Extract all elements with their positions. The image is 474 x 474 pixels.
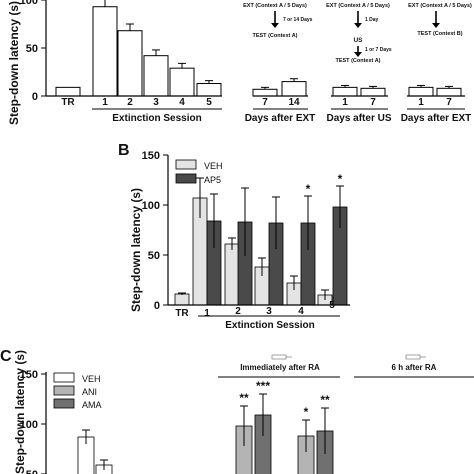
panel-b-veh-bar: [224, 243, 240, 306]
panel-b-letter: B: [118, 142, 130, 159]
panel-b-veh-bar: [174, 293, 190, 306]
panel-a-bar: [436, 87, 462, 97]
panel-b-significance-mark: *: [306, 182, 311, 196]
panel-a-group-label: Days after US: [326, 113, 391, 124]
panel-a-group-label: Days after EXT: [245, 113, 316, 124]
panel-a-category-label: 1: [102, 97, 108, 108]
panel-b-legend-label: VEH: [204, 161, 223, 171]
panel-c-y-axis-label: Step-down latency (s): [13, 350, 27, 474]
panel-a-category-label: 7: [370, 97, 376, 108]
panel-b-legend-swatch: [175, 159, 197, 170]
panel-a-y-tick-label: 50: [26, 43, 38, 55]
panel-c-y-tick-label: 100: [20, 419, 38, 431]
panel-b-y-tick-label: 0: [154, 300, 160, 312]
panel-c-significance-mark: **: [320, 393, 330, 407]
panel-a-protocol-us: US: [353, 37, 363, 44]
panel-c-legend-label: AMA: [82, 400, 102, 410]
panel-a-bar: [360, 87, 386, 97]
panel-c-legend-label: VEH: [82, 374, 101, 384]
panel-a-bar: [281, 81, 307, 97]
panel-a-bar: [143, 55, 169, 97]
panel-a-category-label: 4: [179, 97, 185, 108]
panel-a-category-label: 14: [288, 97, 300, 108]
panel-a-group-label: Days after EXT: [401, 113, 472, 124]
panel-a-protocol-arrow-b1-head: [354, 23, 362, 28]
panel-a-category-label: 5: [206, 97, 212, 108]
panel-c-y-tick-label: 50: [26, 469, 38, 474]
panel-b-y-tick-label: 150: [142, 150, 160, 162]
panel-c-legend-swatch: [53, 385, 75, 396]
panel-a-protocol-gap-b2: 1 or 7 Days: [365, 47, 392, 53]
panel-a-bar: [408, 86, 434, 97]
panel-b-legend-swatch: [175, 173, 197, 184]
panel-a-category-label: 3: [153, 97, 159, 108]
panel-a-protocol-ext-a: EXT (Context A / 5 Days): [243, 3, 307, 9]
panel-a-protocol-arrow-b2-head: [354, 52, 362, 57]
panel-b-significance-mark: *: [338, 172, 343, 186]
panel-c-y-tick-label: 150: [20, 369, 38, 381]
panel-a-bar: [332, 86, 358, 97]
panel-a-protocol-gap-b1: 1 Day: [365, 17, 379, 23]
panel-a-protocol-test-b: TEST (Context A): [335, 58, 380, 64]
panel-a-category-label: TR: [61, 97, 75, 108]
panel-c-legend-swatch: [53, 398, 75, 409]
panel-a-bar: [196, 83, 222, 97]
panel-c-letter: C: [0, 348, 12, 365]
panel-a-y-axis-label: Step-down latency (s): [7, 1, 21, 125]
panel-b-category-label: 4: [298, 306, 304, 317]
panel-b-y-axis-label: Step-down latency (s): [129, 188, 143, 312]
panel-a-category-label: 7: [446, 97, 452, 108]
panel-a-group-label: Extinction Session: [112, 113, 201, 124]
panel-c-group-title: Immediately after RA: [240, 363, 320, 372]
panel-c-group-title: 6 h after RA: [392, 363, 437, 372]
panel-b-category-label: 1: [204, 308, 210, 319]
panel-b-category-label: TR: [175, 308, 189, 319]
panel-c-significance-mark: *: [304, 405, 309, 419]
syringe-icon: [271, 354, 287, 360]
panel-a-category-label: 2: [127, 97, 133, 108]
panel-a-category-label: 7: [262, 97, 268, 108]
panel-a-bar: [252, 88, 278, 97]
panel-c-significance-mark: ***: [256, 379, 270, 393]
panel-a-protocol-gap-a: 7 or 14 Days: [283, 17, 313, 23]
panel-a-category-label: 1: [342, 97, 348, 108]
panel-a-protocol-arrow-a-head: [271, 23, 279, 28]
panel-b-y-tick-label: 100: [142, 200, 160, 212]
panel-b: B Step-down latency (s) 0 50 100 150 * * TR 1…: [118, 142, 350, 331]
panel-b-category-label: 2: [235, 306, 241, 317]
panel-a: Step-down latency (s) 0 50 100 TR 1 2 3 4 5 7 14 1…: [7, 0, 472, 125]
panel-a-protocol-ext-c: EXT (Context A / 5 Days): [408, 3, 472, 9]
panel-a-category-label: 1: [418, 97, 424, 108]
panel-a-protocol-test-a: TEST (Context A): [252, 33, 297, 39]
panel-b-legend-label: AP5: [204, 175, 221, 185]
panel-a-protocol-test-c: TEST (Context B): [417, 31, 462, 37]
panel-b-x-axis-label: Extinction Session: [225, 320, 314, 331]
panel-c-significance-mark: **: [239, 391, 249, 405]
panel-a-protocol-arrow-c-head: [432, 23, 440, 28]
panel-a-protocol-ext-b: EXT (Context A / 5 Days): [326, 3, 390, 9]
panel-c-legend-label: ANI: [82, 387, 97, 397]
panel-b-category-label: 3: [266, 306, 272, 317]
panel-a-bar: [92, 6, 118, 97]
panel-a-y-tick-label: 0: [32, 91, 38, 103]
panel-c-legend-swatch: [53, 372, 75, 383]
panel-b-category-label: 5: [329, 300, 335, 311]
panel-a-bar: [169, 67, 195, 97]
panel-a-bar: [55, 86, 81, 97]
panel-b-y-tick-label: 50: [148, 250, 160, 262]
panel-a-y-tick-label: 100: [20, 0, 38, 7]
panel-a-bar: [117, 30, 143, 97]
syringe-icon: [405, 354, 421, 360]
